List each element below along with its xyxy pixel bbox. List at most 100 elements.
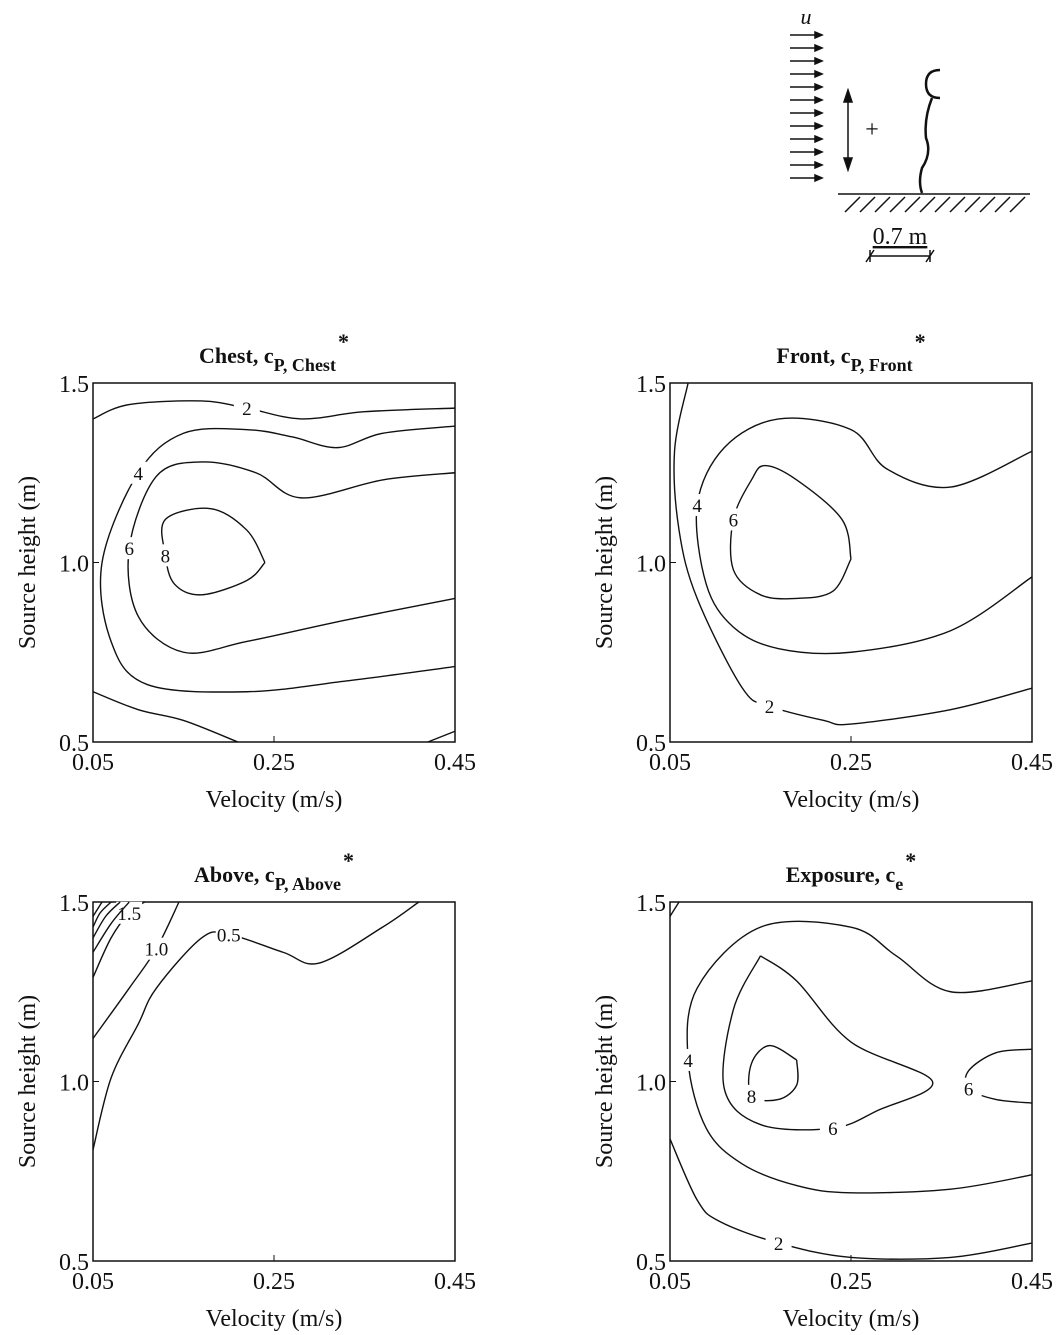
ground: [838, 193, 1030, 213]
x-tick-label: 0.25: [253, 1269, 295, 1295]
contour-label-bg: [675, 1048, 702, 1071]
chart-title: Front, cP, Front*: [776, 329, 925, 375]
y-tick-label: 1.0: [59, 552, 89, 578]
y-tick-label: 1.5: [59, 372, 89, 398]
contour-line: [686, 920, 1033, 1194]
title-superscript: *: [338, 329, 349, 354]
x-tick-label: 0.05: [649, 1269, 691, 1295]
x-axis-label: Velocity (m/s): [206, 1306, 343, 1332]
contour-line: [99, 425, 456, 693]
y-axis-label: Source height (m): [15, 476, 41, 649]
x-tick-label: 0.05: [649, 750, 691, 776]
y-axis-label: Source height (m): [592, 476, 618, 649]
contour-line: [92, 901, 121, 939]
vertical-arrow: [842, 87, 854, 173]
contour-line: [92, 901, 180, 1039]
contour-label-bg: [143, 937, 170, 960]
contour-label-bg: [116, 537, 143, 560]
y-tick-label: 1.0: [59, 1071, 89, 1097]
y-tick-label: 1.0: [636, 552, 666, 578]
title-subscript: e: [895, 874, 903, 894]
contour-label-bg: [720, 508, 747, 531]
contour-line: [669, 1138, 1033, 1260]
contour-label-bg: [955, 1077, 982, 1100]
title-text: Front, c: [776, 343, 850, 368]
contour-panel: Exposure, ce* 0.05 0.25 0.45 0.5 1.0 1.5 Veloci…: [592, 848, 1053, 1332]
contour-line: [427, 730, 456, 743]
x-tick-label: 0.25: [253, 750, 295, 776]
contour-label-bg: [684, 494, 711, 517]
contour-label: 2: [242, 399, 252, 420]
contour-label-bg: [756, 695, 783, 718]
contour-label: 1.0: [144, 940, 168, 961]
title-subscript: P, Above: [275, 874, 341, 894]
x-tick-label: 0.45: [1011, 750, 1053, 776]
contour-panel: Above, cP, Above*0.05 0.25 0.450.51.01.5Ve…: [15, 848, 476, 1332]
contour-line: [127, 461, 456, 654]
flow-arrows: [790, 30, 824, 183]
contour-label: 0.5: [217, 925, 241, 946]
title-text: Chest, c: [199, 343, 274, 368]
contour-line: [92, 901, 130, 953]
contour-line: [695, 417, 1033, 655]
contour-label: 6: [124, 539, 134, 560]
contour-line: [92, 400, 456, 420]
x-tick-label: 0.05: [72, 750, 114, 776]
contour-panel: Chest, cP, Chest* 0.05 0.25 0.45 0.5 1.0 1.5 Ve…: [15, 329, 476, 813]
contour-label-bg: [125, 461, 152, 484]
plus-sign: +: [865, 117, 879, 143]
contour-label-bg: [819, 1117, 846, 1140]
flow-label: u: [801, 4, 812, 29]
scale-label: 0.7 m: [873, 224, 928, 250]
chart-title: Above, cP, Above*: [194, 848, 354, 894]
title-subscript: P, Chest: [274, 355, 336, 375]
x-tick-label: 0.45: [434, 750, 476, 776]
contour-line: [92, 901, 420, 1150]
person: [918, 68, 941, 194]
contour-label: 4: [683, 1051, 693, 1072]
contour-line: [673, 382, 1033, 726]
plot-frame: [92, 382, 456, 743]
contour-label: 1.5: [117, 904, 141, 925]
y-tick-label: 1.0: [636, 1071, 666, 1097]
x-tick-label: 0.05: [72, 1269, 114, 1295]
contour-label: 8: [161, 546, 171, 567]
x-axis-label: Velocity (m/s): [783, 1306, 920, 1332]
contour-line: [92, 901, 112, 928]
y-tick-label: 0.5: [59, 731, 89, 757]
y-tick-label: 1.5: [59, 891, 89, 917]
title-text: Exposure, c: [786, 862, 896, 887]
contour-label: 4: [692, 496, 702, 517]
x-tick-label: 0.45: [1011, 1269, 1053, 1295]
chart-title: Chest, cP, Chest*: [199, 329, 349, 375]
y-axis-label: Source height (m): [592, 995, 618, 1168]
x-axis-label: Velocity (m/s): [783, 787, 920, 813]
contour-label: 2: [774, 1234, 784, 1255]
y-tick-label: 1.5: [636, 372, 666, 398]
title-superscript: *: [905, 848, 916, 873]
contour-label-bg: [765, 1232, 792, 1255]
y-tick-label: 0.5: [59, 1250, 89, 1276]
plot-frame: [669, 382, 1033, 743]
chart-title: Exposure, ce*: [786, 848, 917, 894]
y-tick-label: 1.5: [636, 891, 666, 917]
y-axis-label: Source height (m): [15, 995, 41, 1168]
contour-label-bg: [116, 901, 143, 924]
contour-label: 6: [828, 1119, 838, 1140]
y-tick-label: 0.5: [636, 1250, 666, 1276]
inset-diagram: [790, 30, 1030, 263]
contour-line: [729, 464, 852, 600]
contour-label: 2: [765, 697, 775, 718]
contour-line: [92, 691, 239, 743]
contour-label-bg: [233, 397, 260, 420]
title-subscript: P, Front: [851, 355, 913, 375]
title-text: Above, c: [194, 862, 275, 887]
title-superscript: *: [915, 329, 926, 354]
contour-label: 8: [747, 1087, 757, 1108]
x-axis-label: Velocity (m/s): [206, 787, 343, 813]
x-tick-label: 0.25: [830, 750, 872, 776]
y-tick-label: 0.5: [636, 731, 666, 757]
contour-label-bg: [738, 1084, 765, 1107]
x-tick-label: 0.45: [434, 1269, 476, 1295]
